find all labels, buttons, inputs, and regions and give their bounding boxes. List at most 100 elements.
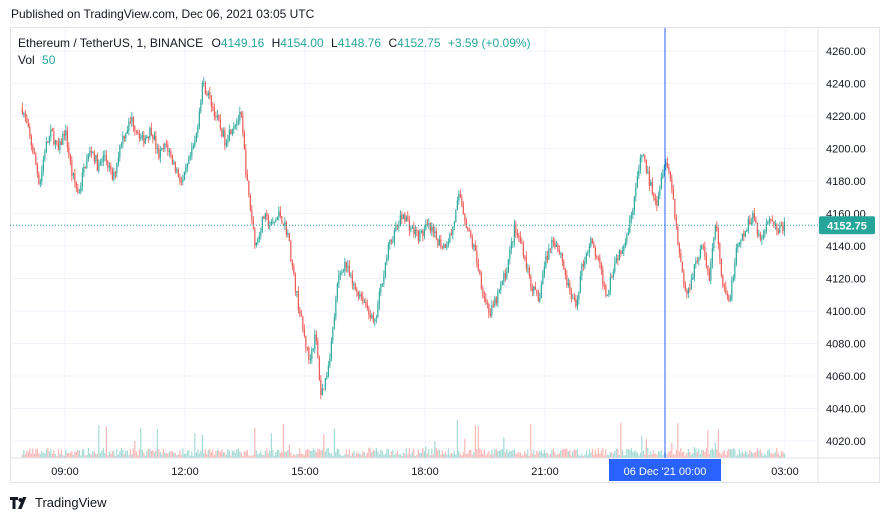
x-tick-label: 09:00 [51,466,79,478]
volume-bar [611,452,613,458]
candle-body [206,94,208,96]
published-header: Published on TradingView.com, Dec 06, 20… [11,7,315,21]
candle-body [180,181,182,183]
candle-body [702,245,704,247]
volume-bar [575,450,577,458]
candle-body [536,289,538,295]
volume-bar [89,452,91,458]
candle-body [512,241,514,243]
candle-body [161,147,163,150]
volume-bar [311,450,313,458]
candle-body [567,282,569,286]
candle-body [219,119,221,129]
candle-body [294,273,296,293]
y-tick-label: 4260.00 [826,46,866,58]
volume-bar [755,451,757,458]
candle-body [284,222,286,226]
chart-frame[interactable] [10,27,880,483]
volume-bar [200,450,202,458]
candle-body [27,123,29,127]
legend-high-value: 4154.00 [280,36,324,50]
volume-bar [125,450,127,458]
volume-bar [374,450,376,458]
volume-bar [644,454,646,458]
candle-body [297,291,299,310]
volume-bar [534,454,536,458]
candle-body [171,155,173,164]
candle-body [500,284,502,290]
candle-body [399,215,401,226]
volume-bar [411,451,413,458]
candle-body [402,214,404,219]
volume-bar [749,449,751,458]
candle-body [621,251,623,254]
candle-body [81,172,83,187]
volume-bar [308,449,310,458]
candle-body [453,221,455,227]
candle-body [651,182,653,194]
candle-body [230,129,232,135]
candle-body [411,227,413,229]
candle-body [168,151,170,153]
volume-bar [476,448,478,458]
footer-brand[interactable]: TradingView [10,495,107,510]
candle-body [626,234,628,243]
candle-body [554,241,556,247]
candle-body [269,225,271,227]
volume-bar [651,454,653,458]
volume-bar [618,454,620,458]
candle-body [662,173,664,178]
volume-bar [50,448,52,458]
candle-body [590,238,592,247]
volume-bar [56,455,58,458]
volume-bar [686,453,688,458]
candle-body [131,116,133,122]
candle-body [755,218,757,224]
legend-symbol[interactable]: Ethereum / TetherUS, 1, BINANCE [18,36,204,50]
candle-body [305,335,307,348]
volume-bar [620,422,622,458]
volume-bar [254,427,256,458]
volume-bar [77,449,79,458]
legend-volume-label[interactable]: Vol [18,53,35,67]
y-tick-label: 4120.00 [826,274,866,286]
volume-bar [770,452,772,458]
candle-body [249,195,251,210]
candle-body [510,242,512,250]
volume-bar [761,453,763,458]
candle-body [155,135,157,150]
candle-body [185,167,187,172]
volume-bar [78,450,80,458]
candle-body [609,277,611,290]
volume-bar [335,451,337,458]
volume-bar [314,450,316,458]
candle-body [678,243,680,253]
volume-bar [591,448,593,458]
volume-bar [495,449,497,458]
candle-body [336,284,338,299]
candle-body [26,117,28,124]
volume-bar [599,453,601,458]
volume-bar [729,449,731,458]
candle-body [245,149,247,175]
candle-body [236,121,238,126]
candle-body [767,221,769,224]
volume-bar [635,450,637,458]
candle-body [125,133,127,139]
volume-bar [69,452,71,458]
candle-body [582,263,584,267]
candle-body [444,244,446,248]
candle-body [431,226,433,232]
volume-bar [318,449,320,458]
candle-body [530,276,532,288]
volume-bar [549,454,551,458]
volume-bar [177,454,179,458]
volume-bar [276,449,278,458]
volume-bar [362,451,364,458]
candle-body [41,170,43,182]
candle-body [390,240,392,242]
volume-bar [192,455,194,458]
volume-bar [707,429,709,458]
volume-bar [701,449,703,458]
